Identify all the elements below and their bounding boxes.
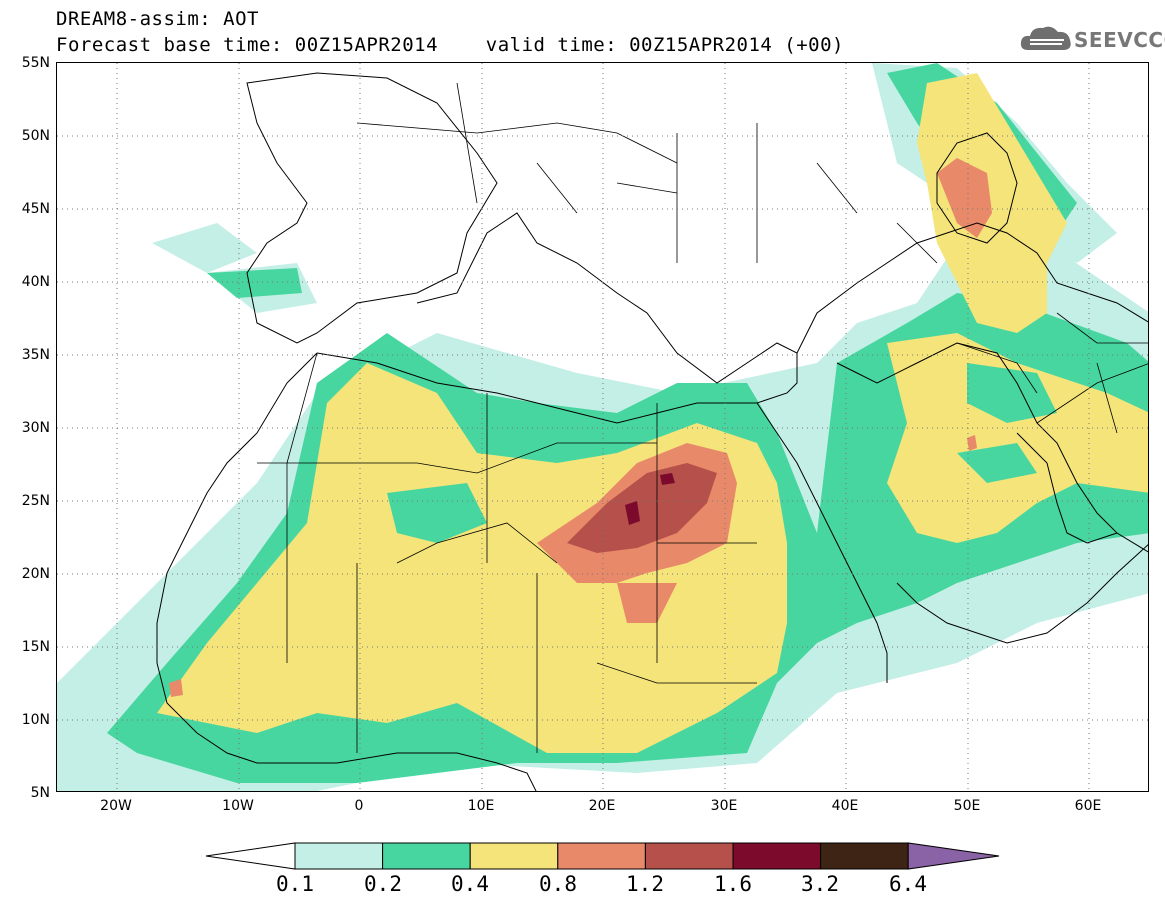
colorbar-swatch (732, 842, 822, 870)
colorbar-label: 0.2 (364, 872, 402, 896)
seevccc-logo: SEEVCCC (1018, 22, 1165, 60)
lon-label: 10W (222, 798, 254, 814)
lat-label: 20N (21, 566, 50, 582)
colorbar-swatch (469, 842, 559, 870)
lat-label: 35N (21, 347, 50, 363)
lat-label: 25N (21, 493, 50, 509)
coastlines (156, 72, 1148, 791)
aot-band-0.4 (157, 73, 1148, 753)
aot-band-1.6 (625, 473, 675, 525)
colorbar-swatch (820, 842, 909, 870)
lat-label: 40N (21, 274, 50, 290)
aot-band-1.2 (567, 463, 717, 553)
aot-map (56, 62, 1149, 792)
logo-label: SEEVCCC (1074, 28, 1165, 52)
lon-label: 50E (953, 798, 981, 814)
lat-label: 50N (21, 128, 50, 144)
lat-label: 15N (21, 639, 50, 655)
colorbar-label: 3.2 (801, 872, 839, 896)
colorbar-label: 0.1 (276, 872, 314, 896)
graticule (57, 63, 1148, 791)
lat-label: 55N (21, 55, 50, 71)
lat-label: 5N (30, 785, 50, 801)
lon-label: 20E (588, 798, 616, 814)
aot-field (57, 63, 1148, 791)
colorbar-label: 0.8 (539, 872, 577, 896)
lat-label: 45N (21, 201, 50, 217)
colorbar-label: 1.6 (714, 872, 752, 896)
cloud-icon (1020, 26, 1071, 50)
lat-label: 30N (21, 420, 50, 436)
lon-label: 0 (354, 798, 364, 814)
colorbar-swatch (644, 842, 734, 870)
forecast-time-line: Forecast base time: 00Z15APR2014 valid t… (56, 34, 844, 56)
lon-label: 30E (710, 798, 738, 814)
colorbar-swatch (382, 842, 471, 870)
lon-label: 60E (1074, 798, 1102, 814)
colorbar-max-arrow (907, 842, 1000, 870)
colorbar (205, 842, 1000, 870)
colorbar-label: 0.4 (451, 872, 489, 896)
colorbar-label: 1.2 (626, 872, 664, 896)
lon-label: 10E (467, 798, 495, 814)
lon-label: 40E (831, 798, 859, 814)
colorbar-swatch (557, 842, 646, 870)
colorbar-min-arrow (205, 842, 296, 870)
colorbar-label: 6.4 (889, 872, 927, 896)
map-title: DREAM8-assim: AOT (56, 8, 259, 30)
lat-label: 10N (21, 712, 50, 728)
lon-label: 20W (100, 798, 132, 814)
colorbar-swatch (294, 842, 384, 870)
country-borders (257, 82, 1148, 753)
